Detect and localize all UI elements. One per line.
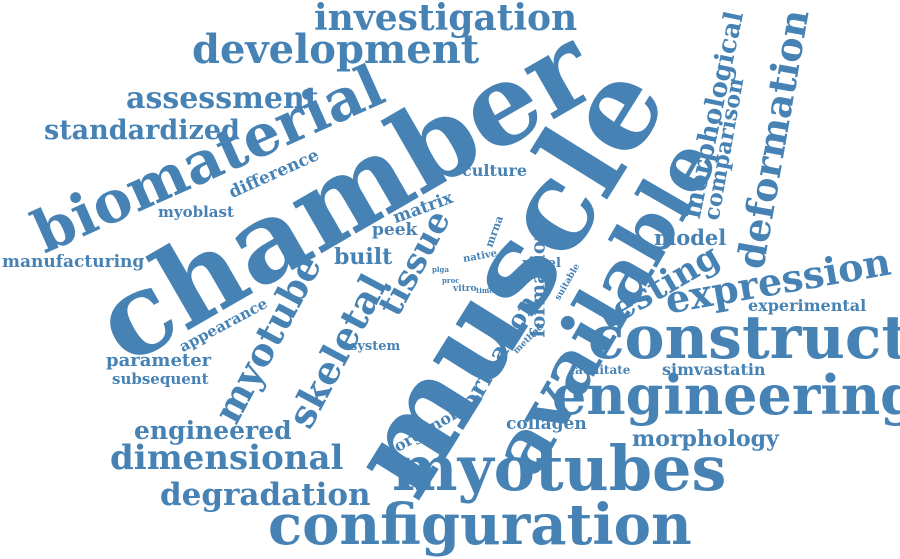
word-morphology: morphology <box>632 426 779 452</box>
word-subsequent: subsequent <box>112 370 209 388</box>
word-manufacturing: manufacturing <box>2 252 145 272</box>
word-engineered: engineered <box>134 416 292 445</box>
word-culture: culture <box>462 161 528 180</box>
word-vitro: vitro <box>453 284 477 294</box>
word-development: development <box>192 26 480 73</box>
word-proc: proc <box>442 276 460 285</box>
word-construct: construct <box>588 303 900 373</box>
word-degradation: degradation <box>160 477 371 513</box>
word-facilitate: facilitate <box>570 363 631 377</box>
word-peek: peek <box>372 220 418 240</box>
word-built: built <box>334 244 393 270</box>
word-model: model <box>654 225 727 250</box>
word-myoblast: myoblast <box>158 203 234 221</box>
word-novel: novel <box>522 256 561 271</box>
word-time: time <box>476 286 494 295</box>
word-system: system <box>350 339 401 354</box>
word-collagen: collagen <box>506 414 587 434</box>
word-assessment: assessment <box>126 81 319 116</box>
word-deformation: deformation <box>727 5 818 272</box>
word-simvastatin: simvastatin <box>662 360 766 379</box>
word-plga: plga <box>432 265 449 274</box>
word-formation-vertical: formation <box>525 226 550 338</box>
word-dimensional: dimensional <box>110 438 344 478</box>
word-configuration: configuration <box>268 492 692 558</box>
word-investigation: investigation <box>314 0 578 39</box>
word-experimental: experimental <box>748 296 867 315</box>
word-standardized: standardized <box>44 115 240 146</box>
word-engineering: engineering <box>552 363 900 427</box>
word-parameter: parameter <box>106 350 212 371</box>
word-myotubes: myotubes <box>392 432 727 505</box>
